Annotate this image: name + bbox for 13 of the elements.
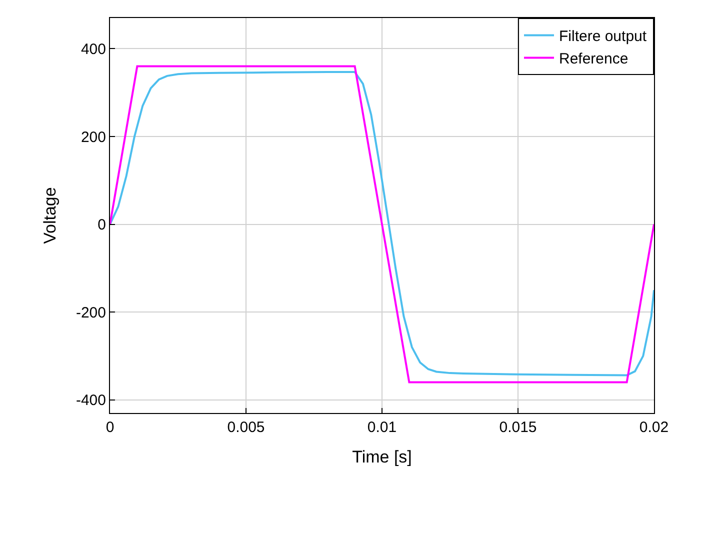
y-tick-label: 400	[80, 40, 106, 58]
y-tick-label: 200	[80, 128, 106, 146]
legend-label: Reference	[559, 50, 628, 68]
x-tick-label: 0.015	[499, 419, 537, 436]
y-tick-label: -200	[76, 304, 106, 322]
y-axis-title: Voltage	[40, 187, 60, 244]
legend-label: Filtere output	[559, 28, 648, 46]
y-tick-label: 0	[98, 216, 106, 234]
x-tick-label: 0.01	[367, 419, 397, 436]
x-tick-label: 0.02	[639, 419, 669, 436]
x-axis-title: Time [s]	[352, 447, 412, 466]
y-tick-label: -400	[76, 392, 106, 410]
x-tick-label: 0.005	[227, 419, 265, 436]
